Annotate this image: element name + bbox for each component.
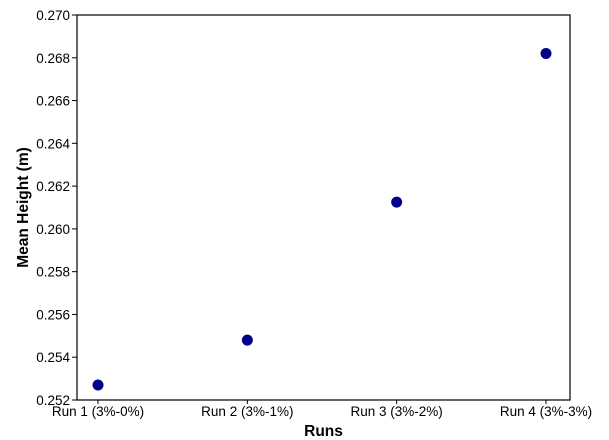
data-points	[92, 48, 552, 391]
y-axis-ticks: 0.252 0.254 0.256 0.258 0.260 0.262 0.264 0.266…	[36, 8, 77, 408]
x-tick-label: Run 3 (3%-2%)	[351, 404, 443, 419]
y-tick-label: 0.252	[36, 393, 70, 408]
y-tick-label: 0.264	[36, 136, 70, 151]
x-tick-label: Run 4 (3%-3%)	[500, 404, 592, 419]
y-tick-label: 0.260	[36, 222, 70, 237]
plot-area-frame	[76, 14, 571, 401]
y-tick-label: 0.254	[36, 350, 70, 365]
x-axis-ticks: Run 1 (3%-0%) Run 2 (3%-1%) Run 3 (3%-2%) R…	[52, 400, 592, 419]
y-tick-label: 0.258	[36, 265, 70, 280]
y-tick-label: 0.256	[36, 307, 70, 322]
data-point	[540, 48, 552, 59]
x-tick-label: Run 2 (3%-1%)	[201, 404, 293, 419]
y-axis-title: Mean Height (m)	[15, 147, 32, 268]
data-point	[241, 334, 253, 346]
y-tick-label: 0.266	[36, 94, 70, 109]
y-tick-label: 0.270	[36, 8, 70, 23]
data-point	[92, 379, 104, 391]
data-point	[391, 196, 403, 208]
y-tick-label: 0.268	[36, 51, 70, 66]
y-tick-label: 0.262	[36, 179, 70, 194]
x-tick-label: Run 1 (3%-0%)	[52, 404, 144, 419]
x-axis-title: Runs	[304, 423, 343, 440]
